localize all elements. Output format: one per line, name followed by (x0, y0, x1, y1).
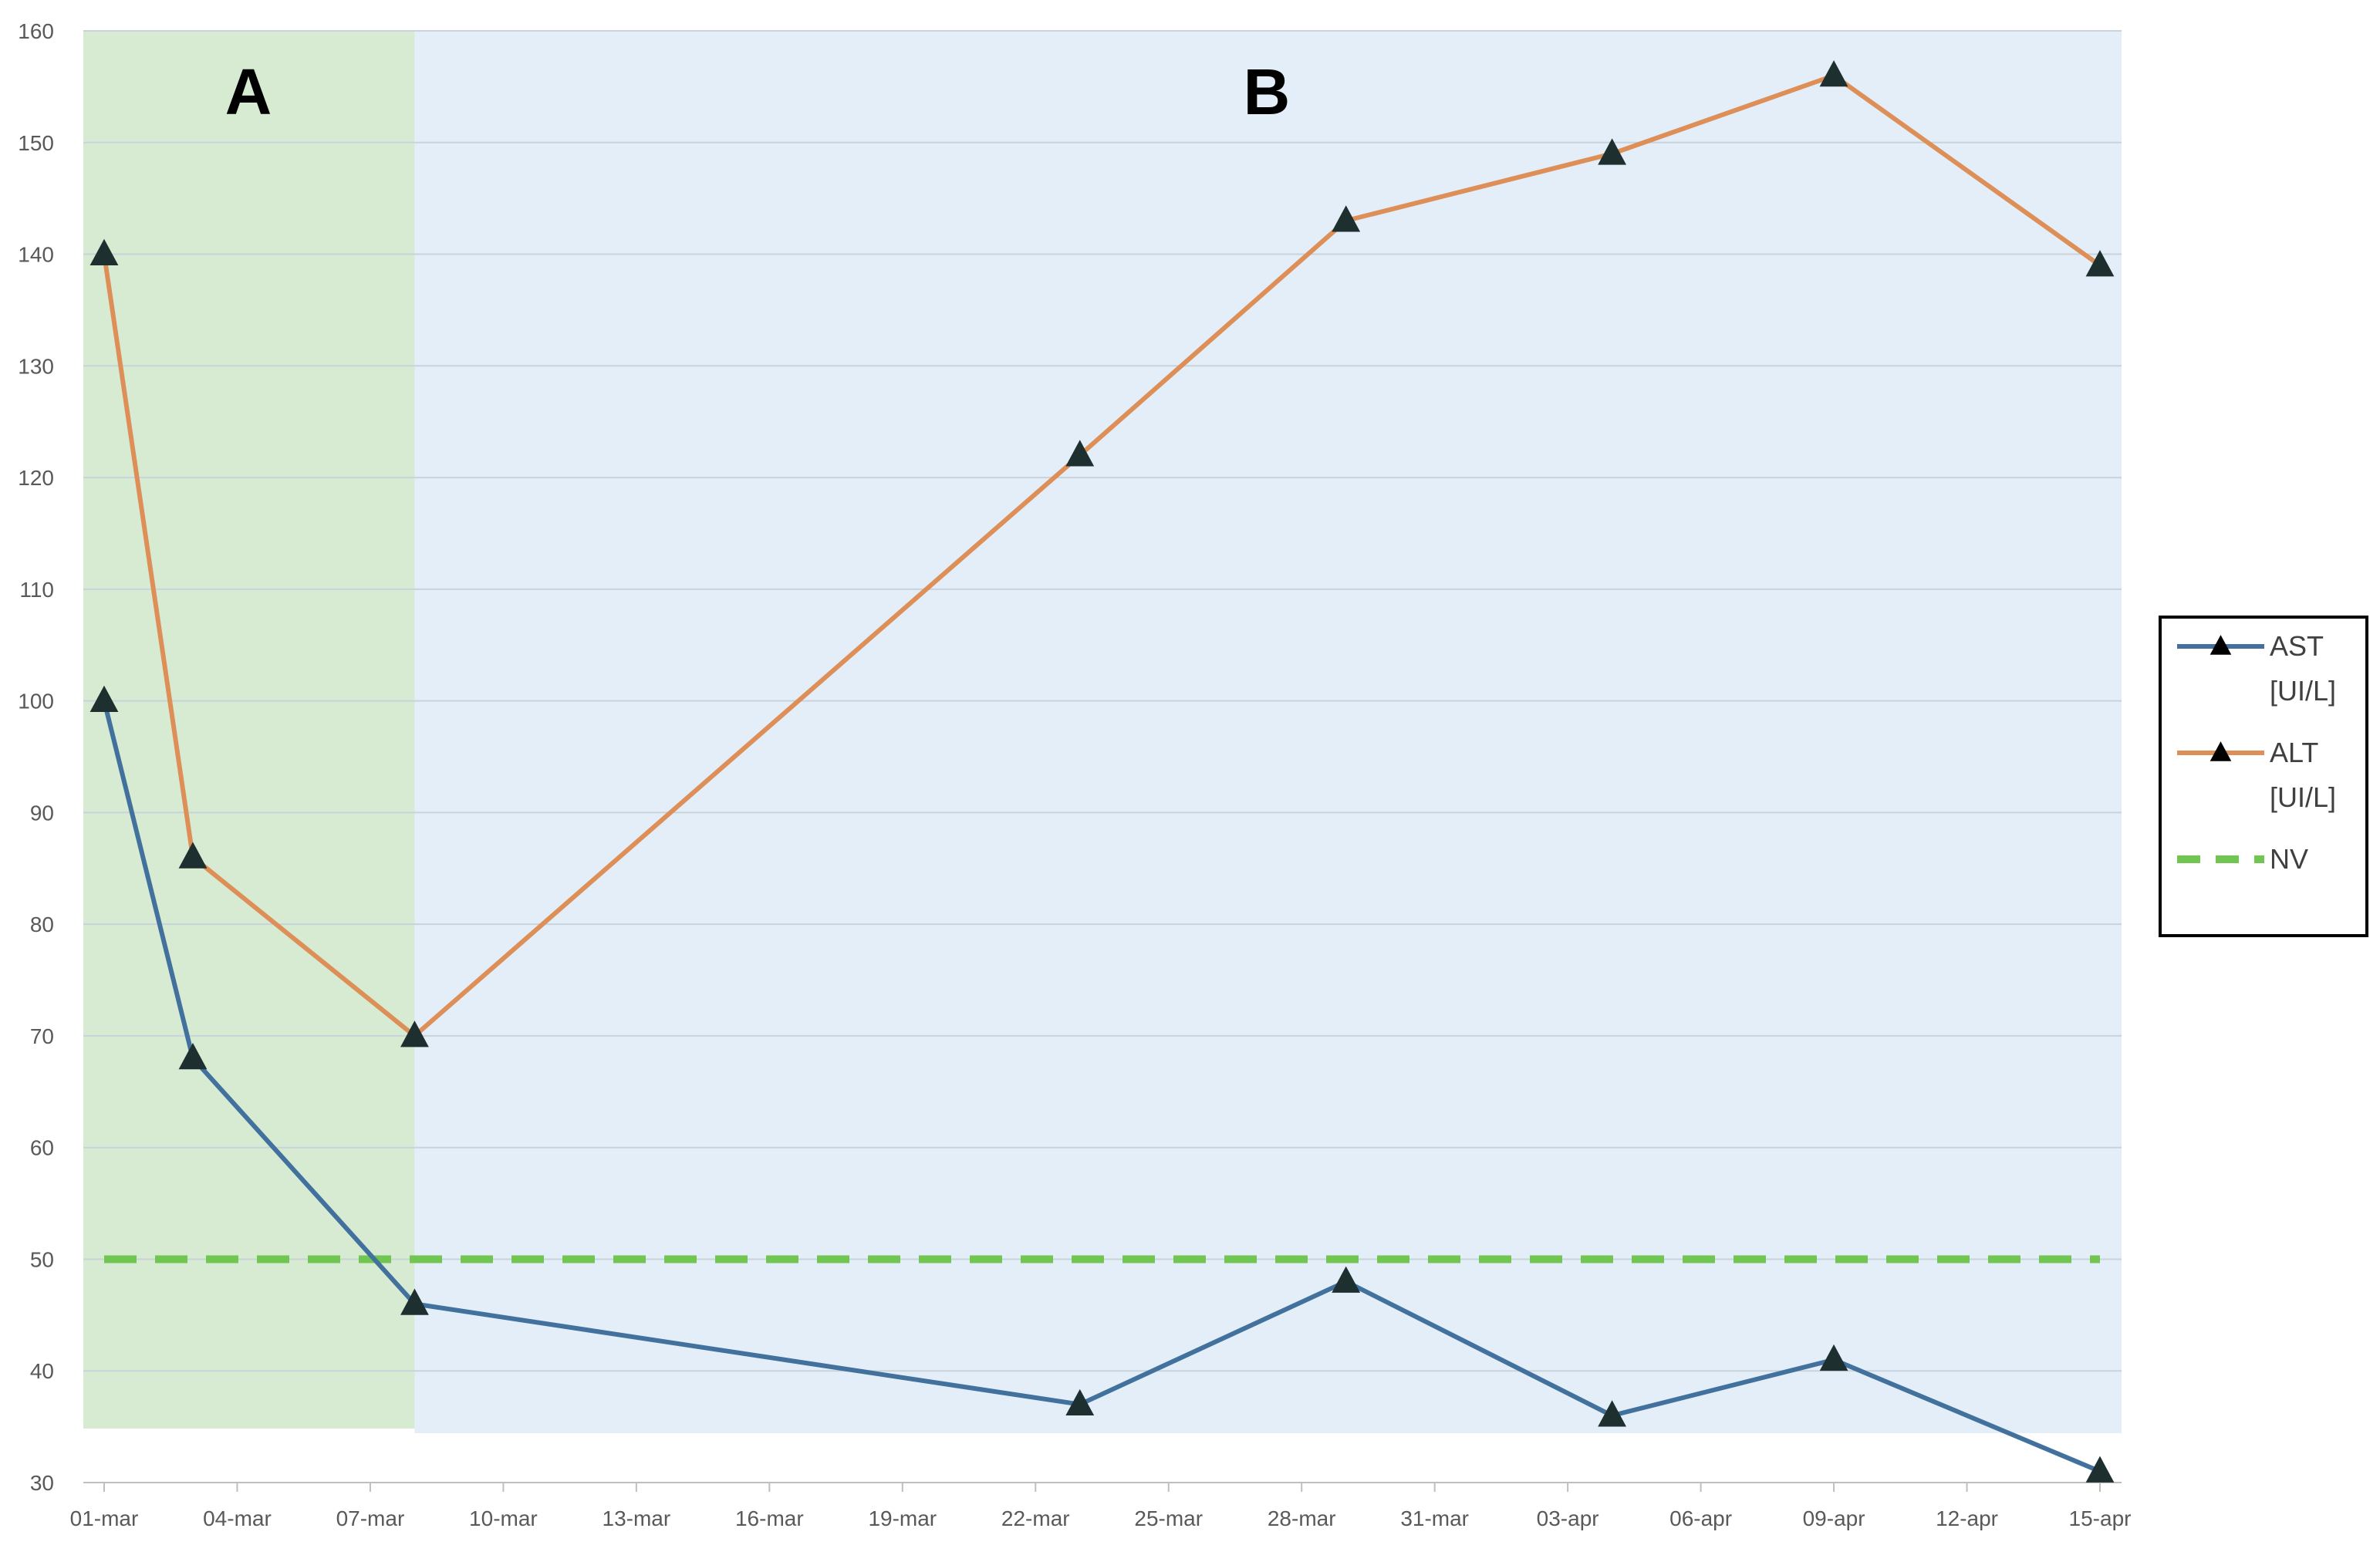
data-point-ast (1598, 1400, 1627, 1427)
data-point-ast (89, 685, 119, 713)
series-line-alt (102, 73, 2101, 1038)
legend-marker-ast (2210, 635, 2232, 655)
y-tick-label: 160 (18, 19, 54, 43)
axes: 30 40 50 60 70 80 90 100 110 120 130 140 150 160 01-ma… (18, 19, 2131, 1530)
legend-label-alt: ALT [UI/L] (2270, 737, 2336, 813)
x-tick-label: 10-mar (469, 1506, 538, 1530)
data-point-ast (1065, 1388, 1095, 1416)
x-tick-label: 25-mar (1134, 1506, 1203, 1530)
x-tick-label: 22-mar (1001, 1506, 1070, 1530)
y-tick-label: 130 (18, 354, 54, 378)
x-tick-label: 31-mar (1400, 1506, 1469, 1530)
y-tick-label: 100 (18, 690, 54, 714)
y-tick-label: 150 (18, 131, 54, 155)
data-point-ast (1332, 1266, 1361, 1293)
data-markers (89, 60, 2115, 1483)
x-tick-label: 19-mar (868, 1506, 937, 1530)
gridlines (83, 30, 2122, 1483)
y-tick-label: 80 (30, 913, 54, 936)
data-point-alt (400, 1021, 429, 1048)
x-tick-label: 28-mar (1268, 1506, 1336, 1530)
y-tick-label: 70 (30, 1024, 54, 1048)
region-b-background (414, 31, 2122, 1433)
x-tick-label: 03-apr (1537, 1506, 1599, 1530)
background-regions (83, 31, 2122, 1433)
x-tick-label: 13-mar (603, 1506, 671, 1530)
x-tick-label: 09-apr (1803, 1506, 1865, 1530)
series-line-ast (102, 700, 2101, 1474)
data-point-ast (178, 1043, 208, 1070)
x-tick-label: 15-apr (2069, 1506, 2132, 1530)
y-tick-label: 110 (19, 578, 54, 602)
y-tick-label: 140 (18, 243, 54, 267)
data-point-alt (1065, 440, 1095, 467)
y-tick-label: 50 (30, 1247, 54, 1271)
x-tick-label: 12-apr (1936, 1506, 1998, 1530)
x-tick-label: 07-mar (336, 1506, 405, 1530)
y-tick-label: 30 (30, 1471, 54, 1495)
legend-label-ast: AST [UI/L] (2270, 630, 2336, 707)
region-label-a: A (225, 56, 272, 128)
legend-box (2159, 616, 2368, 937)
data-point-ast (1819, 1344, 1848, 1371)
x-tick-label: 04-mar (203, 1506, 272, 1530)
data-point-alt (2085, 250, 2115, 277)
data-point-alt (1819, 60, 1848, 87)
legend: AST [UI/L] ALT [UI/L] NV (2159, 616, 2368, 937)
legend-marker-alt (2210, 741, 2232, 761)
x-tick-label: 16-mar (735, 1506, 804, 1530)
y-tick-label: 60 (30, 1136, 54, 1160)
data-point-ast (400, 1288, 429, 1315)
y-tick-label: 40 (30, 1359, 54, 1383)
data-point-alt (1332, 205, 1361, 232)
x-tick-label: 01-mar (70, 1506, 139, 1530)
x-tick-label: 06-apr (1669, 1506, 1732, 1530)
legend-label-nv: NV (2270, 843, 2308, 875)
region-label-b: B (1244, 56, 1291, 128)
y-tick-label: 90 (30, 801, 54, 825)
data-point-ast (2085, 1456, 2115, 1483)
data-point-alt (1598, 138, 1627, 165)
data-point-alt (178, 842, 208, 869)
y-tick-label: 120 (18, 466, 54, 490)
region-a-background (83, 31, 415, 1429)
data-point-alt (89, 238, 119, 265)
series-lines (102, 73, 2101, 1474)
